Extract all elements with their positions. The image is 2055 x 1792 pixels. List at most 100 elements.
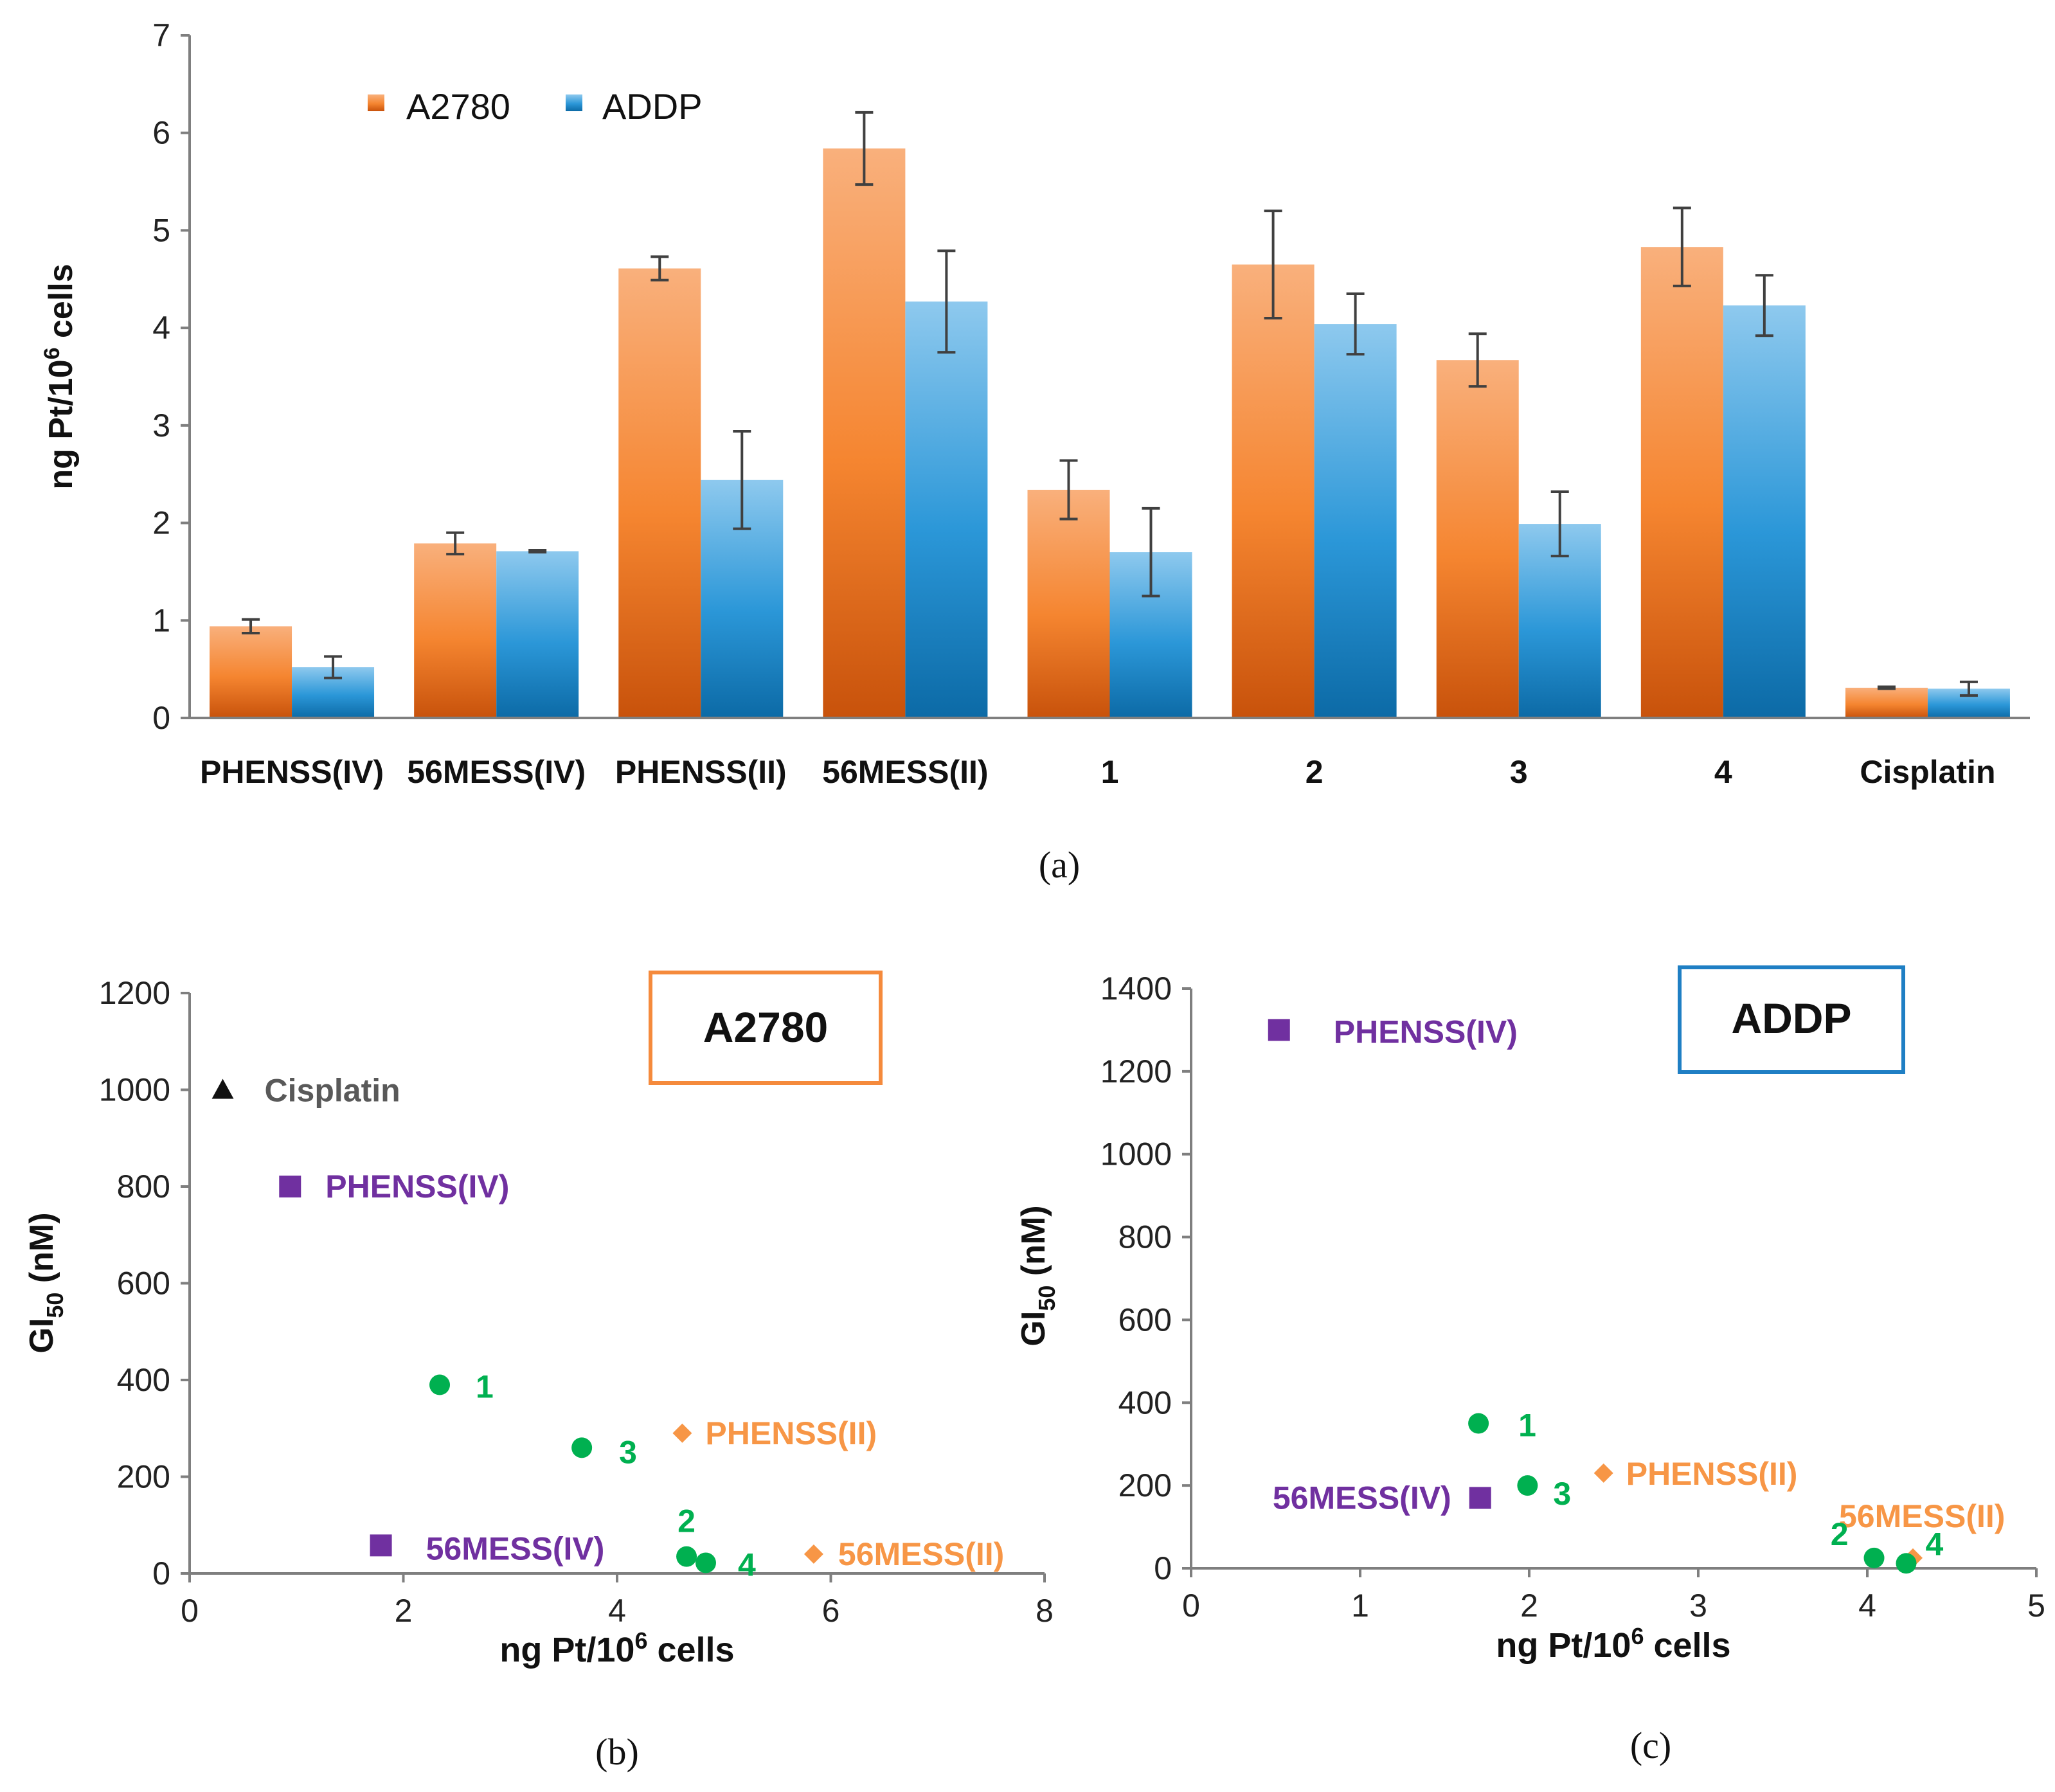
bar-a2780-cisplatin xyxy=(1845,687,1928,718)
point-56mess-iv-marker xyxy=(1469,1487,1491,1509)
error-bar-a2780-phenss-iv xyxy=(242,618,260,635)
point-4-label: 4 xyxy=(1925,1526,1943,1562)
bar-chart-legend: A2780 ADDP xyxy=(368,86,703,127)
legend-label-addp: ADDP xyxy=(602,86,703,127)
y-tick-label: 0 xyxy=(1154,1550,1172,1586)
bar-chart-category-labels: PHENSS(IV) 56MESS(IV) PHENSS(II) 56MESS(II)… xyxy=(200,754,1996,790)
x-tick-label: 4 xyxy=(1858,1588,1876,1624)
point-3-label: 3 xyxy=(619,1434,637,1470)
point-56mess-iv-label: 56MESS(IV) xyxy=(1273,1480,1451,1516)
point-cisplatin-marker xyxy=(211,1079,234,1099)
x-tick-label: 2 xyxy=(1520,1588,1538,1624)
caption-b: (b) xyxy=(595,1731,639,1773)
caption-c: (c) xyxy=(1630,1725,1671,1766)
error-bar-a2780-4 xyxy=(1673,206,1691,287)
y-tick-label: 7 xyxy=(152,17,170,53)
point-4-marker xyxy=(695,1552,716,1573)
category-label-2: 2 xyxy=(1306,754,1324,790)
error-bar-addp-2 xyxy=(1346,292,1365,356)
y-tick-label: 1400 xyxy=(1100,971,1172,1007)
x-tick-label: 3 xyxy=(1689,1588,1707,1624)
error-bar-addp-phenss-ii xyxy=(733,429,751,530)
point-1-label: 1 xyxy=(1518,1408,1536,1444)
point-phenss-ii-marker xyxy=(1593,1463,1613,1483)
error-bar-addp-3 xyxy=(1550,490,1569,558)
x-tick-label: 0 xyxy=(181,1593,199,1629)
category-label-phenss-ii: PHENSS(II) xyxy=(615,754,787,790)
scatter-b-title-box xyxy=(649,971,883,1085)
x-tick-label: 4 xyxy=(608,1593,626,1629)
scatter-c-title-box xyxy=(1678,965,1905,1074)
error-bar-a2780-2 xyxy=(1264,210,1282,319)
point-2-marker xyxy=(676,1546,697,1567)
legend-label-a2780: A2780 xyxy=(406,86,510,127)
scatter-b-title: A2780 xyxy=(703,1003,829,1051)
y-tick-label: 4 xyxy=(152,310,170,346)
y-tick-label: 5 xyxy=(152,212,170,248)
caption-a: (a) xyxy=(1039,844,1080,886)
y-tick-label: 0 xyxy=(152,700,170,736)
bar-a2780-56mess-iv xyxy=(414,543,497,718)
legend-swatch-a2780 xyxy=(368,94,384,111)
x-tick-label: 5 xyxy=(2027,1588,2045,1624)
point-2-label: 2 xyxy=(678,1503,695,1539)
bar-chart-bars xyxy=(210,148,2010,719)
point-phenss-ii-label: PHENSS(II) xyxy=(705,1415,877,1451)
scatter-panel-c: 0 200 400 600 800 1000 1200 1400 0 1 2 3 4 5 PHENSS(… xyxy=(1015,965,2045,1766)
y-tick-label: 400 xyxy=(117,1362,170,1398)
point-56mess-ii-label: 56MESS(II) xyxy=(838,1536,1004,1572)
point-1-marker xyxy=(1468,1413,1489,1434)
y-tick-label: 400 xyxy=(1118,1384,1172,1420)
point-phenss-ii-label: PHENSS(II) xyxy=(1626,1456,1798,1492)
scatter-c-y-label: GI50 (nM) xyxy=(1015,1205,1060,1346)
point-1-marker xyxy=(429,1374,451,1395)
error-bar-addp-4 xyxy=(1755,274,1773,337)
point-2-marker xyxy=(1863,1547,1885,1568)
bar-addp-2 xyxy=(1314,324,1397,718)
scatter-b-x-label: ng Pt/106 cells xyxy=(499,1627,734,1669)
scatter-b-y-ticks: 0 200 400 600 800 1000 1200 xyxy=(99,975,190,1591)
y-tick-label: 2 xyxy=(152,505,170,541)
scatter-b-points: Cisplatin PHENSS(IV) 1 3 PHENSS(II) 56MESS(IV… xyxy=(211,1073,1004,1582)
error-bar-a2780-56mess-iv xyxy=(446,531,465,556)
y-tick-label: 600 xyxy=(117,1266,170,1302)
bar-chart-y-label: ng Pt/106 cells xyxy=(40,264,80,489)
bar-chart-panel-a: 0 1 2 3 4 5 6 7 PHENSS(IV) 56MESS(IV) PHENSS(II) 5… xyxy=(40,17,2030,886)
error-bar-a2780-1 xyxy=(1059,459,1078,521)
y-tick-label: 1200 xyxy=(1100,1053,1172,1089)
x-tick-label: 8 xyxy=(1036,1593,1054,1629)
point-phenss-iv-marker xyxy=(279,1176,301,1197)
point-phenss-iv-marker xyxy=(1268,1019,1290,1041)
point-3-label: 3 xyxy=(1553,1476,1571,1512)
y-tick-label: 1 xyxy=(152,602,170,638)
y-tick-label: 1000 xyxy=(1100,1136,1172,1172)
bar-a2780-phenss-ii xyxy=(618,268,701,718)
error-bar-a2780-cisplatin xyxy=(1877,685,1896,690)
error-bar-addp-phenss-iv xyxy=(324,655,343,679)
point-4-marker xyxy=(1896,1553,1917,1574)
x-tick-label: 2 xyxy=(395,1593,413,1629)
point-4-label: 4 xyxy=(738,1546,756,1582)
bar-a2780-1 xyxy=(1027,489,1110,718)
scatter-c-x-label: ng Pt/106 cells xyxy=(1496,1623,1730,1665)
point-cisplatin-label: Cisplatin xyxy=(265,1073,400,1109)
x-tick-label: 1 xyxy=(1351,1588,1369,1624)
category-label-56mess-iv: 56MESS(IV) xyxy=(407,754,586,790)
y-tick-label: 1200 xyxy=(99,975,170,1011)
error-bar-addp-1 xyxy=(1142,506,1160,598)
y-tick-label: 200 xyxy=(117,1459,170,1495)
y-tick-label: 800 xyxy=(1118,1219,1172,1255)
category-label-4: 4 xyxy=(1714,754,1732,790)
point-phenss-ii-marker xyxy=(672,1423,692,1443)
y-tick-label: 200 xyxy=(1118,1467,1172,1503)
category-label-3: 3 xyxy=(1510,754,1528,790)
scatter-b-x-ticks: 0 2 4 6 8 xyxy=(181,1573,1054,1629)
bar-a2780-3 xyxy=(1436,360,1519,718)
y-tick-label: 6 xyxy=(152,115,170,151)
point-phenss-iv-label: PHENSS(IV) xyxy=(1334,1014,1518,1050)
y-tick-label: 0 xyxy=(152,1555,170,1591)
x-tick-label: 6 xyxy=(822,1593,840,1629)
error-bar-addp-cisplatin xyxy=(1959,680,1978,697)
category-label-1: 1 xyxy=(1101,754,1119,790)
category-label-phenss-iv: PHENSS(IV) xyxy=(200,754,384,790)
